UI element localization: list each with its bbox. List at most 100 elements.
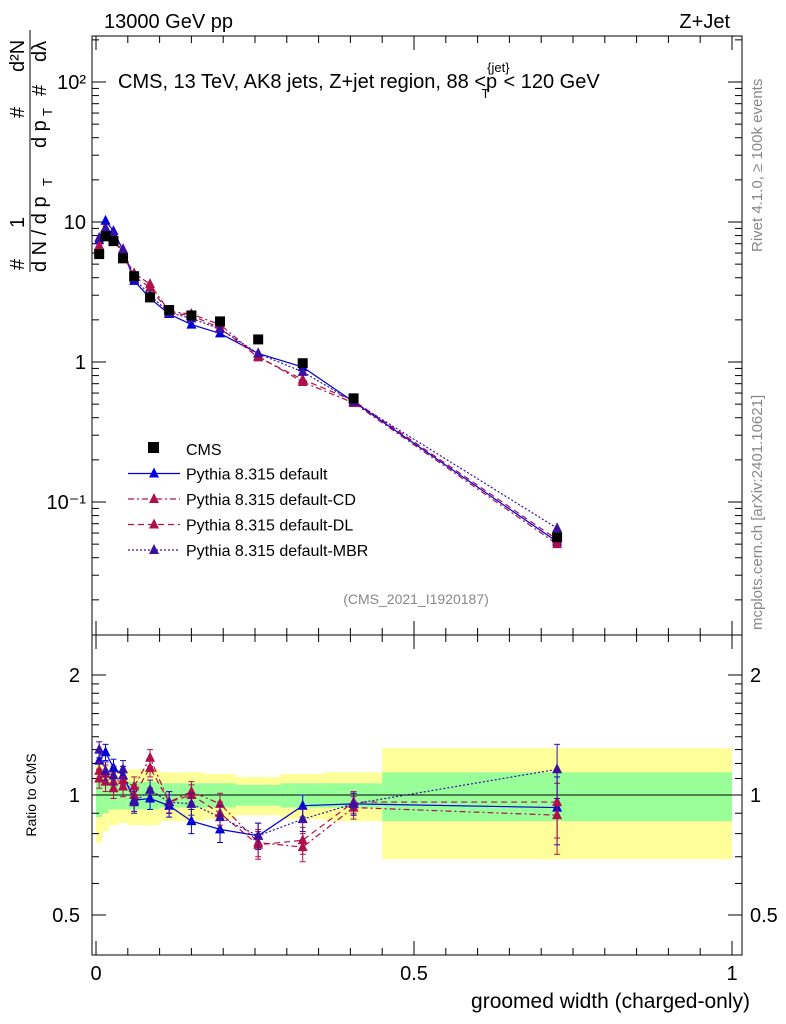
ratio-tick-label-right: 2: [750, 665, 761, 687]
mcplots-label: mcplots.cern.ch [arXiv:2401.10621]: [749, 395, 766, 630]
series-point-ratio: [108, 782, 119, 793]
svg-text:d²N: d²N: [7, 40, 29, 72]
series-point-main: [186, 318, 197, 329]
cms-data-points: [94, 231, 563, 543]
ratio-tick-label-right: 0.5: [750, 905, 778, 927]
series-point-main: [297, 373, 308, 384]
series-point-main: [215, 323, 226, 334]
chart-title: CMS, 13 TeV, AK8 jets, Z+jet region, 88 …: [118, 60, 600, 101]
ratio-axis-ticks: 0.5 0.5 1 1 2 2: [52, 665, 778, 927]
svg-text:1: 1: [7, 217, 29, 228]
title-sup: {jet}: [487, 60, 510, 75]
cms-point: [108, 236, 119, 247]
ratio-tick-label-right: 1: [750, 785, 761, 807]
x-tick-label: 1: [726, 963, 737, 985]
analysis-tag: (CMS_2021_I1920187): [343, 591, 489, 607]
svg-text:#: #: [7, 258, 29, 270]
svg-text:d p: d p: [29, 120, 51, 148]
series-point-ratio: [94, 743, 105, 754]
header-left: 13000 GeV pp: [104, 11, 233, 33]
cms-point: [186, 310, 197, 321]
series-point-ratio: [129, 796, 140, 807]
cms-point: [164, 305, 175, 316]
series-point-main: [118, 243, 129, 254]
series-point-ratio: [94, 764, 105, 775]
series-point-ratio: [186, 815, 197, 826]
ratio-series-layer: [94, 741, 563, 863]
series-point-ratio: [348, 797, 359, 808]
legend-marker-cms: [148, 442, 159, 453]
cms-point: [552, 532, 563, 543]
legend-marker: [149, 467, 159, 478]
ratio-tick-label-left: 2: [69, 665, 80, 687]
y-tick-label-main: 1: [75, 352, 86, 374]
ratio-band-green: [96, 775, 103, 818]
cms-point: [348, 393, 359, 404]
series-point-ratio: [297, 834, 308, 845]
series-point-main: [552, 522, 563, 533]
series-point-main: [297, 365, 308, 376]
svg-text:#: #: [29, 84, 51, 96]
series-point-main: [94, 239, 105, 250]
series-point-ratio: [215, 811, 226, 822]
y-tick-label-main: 10²: [57, 72, 86, 94]
series-point-ratio: [164, 796, 175, 807]
cms-point: [145, 292, 156, 303]
series-point-main: [108, 228, 119, 239]
ratio-y-label: Ratio to CMS: [23, 753, 39, 836]
x-tick-label: 0.5: [400, 963, 428, 985]
legend-marker: [149, 544, 159, 554]
series-point-ratio: [552, 763, 563, 774]
series-point-ratio: [108, 769, 119, 780]
series-point-ratio: [186, 797, 197, 808]
ratio-tick-label-left: 0.5: [52, 905, 80, 927]
legend-label: Pythia 8.315 default-MBR: [186, 543, 368, 560]
svg-text:T: T: [40, 178, 55, 186]
cms-point: [118, 253, 129, 264]
main-axis-ticks: 10⁻¹ 1 10 10² 0 0.5 1: [47, 36, 742, 985]
y-tick-label-main: 10: [64, 212, 86, 234]
series-point-ratio: [100, 746, 111, 757]
series-point-ratio: [100, 764, 111, 775]
series-point-ratio: [297, 813, 308, 824]
cms-point: [129, 271, 140, 282]
series-point-ratio: [100, 775, 111, 786]
series-point-main: [100, 221, 111, 232]
cms-point: [94, 249, 105, 260]
title-prefix: CMS, 13 TeV, AK8 jets, Z+jet region, 88 …: [118, 71, 497, 93]
y-tick-label-main: 10⁻¹: [47, 492, 87, 514]
series-point-main: [145, 281, 156, 292]
legend-label: Pythia 8.315 default: [186, 467, 328, 484]
svg-text:dλ: dλ: [29, 41, 51, 62]
series-point-ratio: [118, 763, 129, 774]
legend-label: Pythia 8.315 default-DL: [186, 518, 353, 535]
series-point-main: [253, 347, 264, 358]
series-point-ratio: [145, 761, 156, 772]
ratio-band-green: [102, 778, 109, 814]
series-point-ratio: [145, 783, 156, 794]
title-suffix: < 120 GeV: [504, 71, 601, 93]
legend: CMS Pythia 8.315 default Pythia 8.315 defa…: [128, 442, 368, 560]
series-point-ratio: [118, 780, 129, 791]
svg-text:T: T: [40, 108, 55, 116]
legend-marker: [149, 493, 159, 503]
cms-point: [297, 358, 308, 369]
legend-marker: [149, 518, 159, 529]
legend-label-cms: CMS: [186, 442, 222, 459]
cms-point: [253, 334, 264, 345]
svg-text:d N / d p: d N / d p: [29, 196, 51, 272]
x-axis-label: groomed width (charged-only): [471, 990, 750, 1013]
series-point-ratio: [253, 829, 264, 840]
cms-point: [215, 316, 226, 327]
title-sub: T: [482, 86, 490, 101]
ratio-tick-label-left: 1: [69, 785, 80, 807]
series-point-ratio: [552, 796, 563, 807]
x-tick-label: 0: [90, 963, 101, 985]
main-y-label: # 1 d N / d p T # d²N d p T # dλ: [7, 30, 55, 272]
cms-point: [100, 231, 111, 242]
legend-label: Pythia 8.315 default-CD: [186, 492, 356, 509]
series-point-main: [100, 214, 111, 225]
series-line-main: [98, 226, 558, 529]
header-right: Z+Jet: [679, 11, 730, 33]
